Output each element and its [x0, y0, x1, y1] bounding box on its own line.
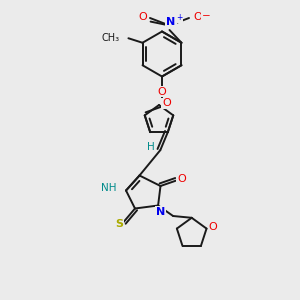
- Text: CH₃: CH₃: [102, 33, 120, 43]
- Text: NH: NH: [101, 183, 116, 193]
- Text: N: N: [156, 207, 165, 217]
- Text: −: −: [201, 11, 210, 21]
- Text: O: O: [158, 86, 166, 97]
- Text: O: O: [177, 174, 186, 184]
- Text: N: N: [167, 17, 176, 27]
- Text: +: +: [176, 14, 182, 22]
- Text: O: O: [193, 11, 202, 22]
- Text: O: O: [162, 98, 171, 109]
- Text: H: H: [147, 142, 155, 152]
- Text: S: S: [115, 219, 123, 230]
- Text: O: O: [138, 11, 147, 22]
- Text: O: O: [209, 222, 218, 233]
